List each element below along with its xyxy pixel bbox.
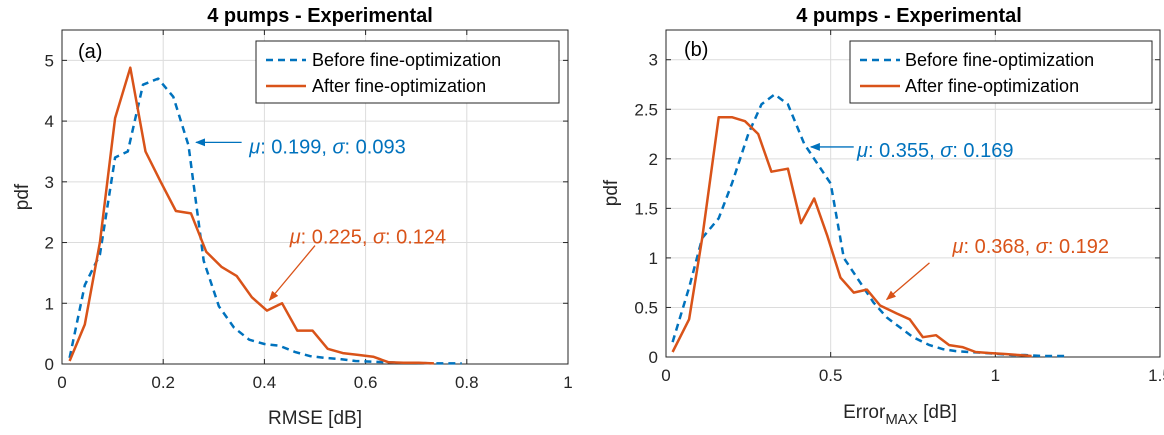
x-axis-label-main: Error bbox=[843, 402, 886, 423]
panel-label: (b) bbox=[684, 39, 708, 61]
legend: Before fine-optimization After fine-opti… bbox=[849, 40, 1153, 104]
panel-label: (a) bbox=[78, 41, 102, 63]
annotation-text: μ: 0.355, σ: 0.169 bbox=[856, 140, 1013, 162]
legend: Before fine-optimization After fine-opti… bbox=[255, 40, 560, 104]
chart-title: 4 pumps - Experimental bbox=[796, 5, 1022, 27]
annotation-text-part: μ bbox=[952, 236, 964, 258]
annotation-text-part: μ bbox=[248, 137, 260, 159]
x-tick-label: 0 bbox=[661, 366, 670, 385]
x-tick-label: 1 bbox=[991, 366, 1000, 385]
plot-frame bbox=[61, 29, 569, 365]
series-lines bbox=[68, 66, 462, 365]
y-tick-label: 0 bbox=[649, 348, 658, 367]
axis-ticks: 0 0.5 1 1.5 0 0.5 1 1.5 2 2.5 3 bbox=[634, 30, 1164, 385]
annotation-text-part: : 0.124 bbox=[385, 226, 446, 248]
series-line-after bbox=[671, 115, 1032, 358]
annotation-text-part: μ bbox=[289, 226, 301, 248]
y-axis-label: pdf bbox=[12, 183, 33, 210]
x-tick-label: 0.8 bbox=[455, 373, 479, 392]
legend-label-before: Before fine-optimization bbox=[905, 50, 1094, 70]
x-axis-label: RMSE [dB] bbox=[268, 408, 362, 429]
legend-label-after: After fine-optimization bbox=[312, 76, 486, 96]
x-tick-label: 1.5 bbox=[1148, 366, 1164, 385]
annotation-text-part: σ bbox=[940, 140, 953, 162]
annotation-text-part: σ bbox=[332, 137, 345, 159]
annotation-text-part: σ bbox=[373, 226, 386, 248]
y-tick-label: 2 bbox=[649, 150, 658, 169]
y-tick-label: 0.5 bbox=[634, 298, 658, 317]
series-line-before bbox=[68, 77, 462, 365]
annotation-text-part: : 0.355, bbox=[868, 140, 940, 162]
y-tick-label: 1 bbox=[45, 294, 54, 313]
annotation-text-part: : 0.192 bbox=[1048, 236, 1109, 258]
y-axis-label: pdf bbox=[601, 179, 622, 206]
x-axis-label-unit: [dB] bbox=[918, 402, 957, 423]
x-tick-label: 0.5 bbox=[819, 366, 843, 385]
legend-box bbox=[849, 40, 1153, 104]
y-tick-label: 3 bbox=[45, 173, 54, 192]
plot-frame bbox=[665, 29, 1161, 358]
series-line-before bbox=[671, 93, 1068, 358]
annotation-text: μ: 0.225, σ: 0.124 bbox=[289, 226, 446, 248]
annotation-text-part: : 0.225, bbox=[301, 226, 373, 248]
annotation-text-part: μ bbox=[856, 140, 868, 162]
y-tick-label: 1.5 bbox=[634, 199, 658, 218]
x-tick-label: 0.6 bbox=[354, 373, 378, 392]
y-tick-label: 2 bbox=[45, 234, 54, 253]
x-tick-label: 0.4 bbox=[253, 373, 277, 392]
x-tick-label: 0.2 bbox=[151, 373, 175, 392]
annotation-text-part: : 0.368, bbox=[963, 236, 1035, 258]
y-tick-label: 5 bbox=[45, 51, 54, 70]
y-tick-label: 2.5 bbox=[634, 100, 658, 119]
legend-label-after: After fine-optimization bbox=[905, 76, 1079, 96]
x-tick-label: 0 bbox=[57, 373, 66, 392]
annotation-arrow bbox=[268, 245, 316, 302]
y-tick-label: 4 bbox=[45, 112, 54, 131]
legend-label-before: Before fine-optimization bbox=[312, 50, 501, 70]
annotation-text: μ: 0.199, σ: 0.093 bbox=[248, 137, 405, 159]
annotation-text-part: σ bbox=[1036, 236, 1049, 258]
x-tick-label: 1 bbox=[563, 373, 572, 392]
annotation-text-part: : 0.093 bbox=[345, 137, 406, 159]
x-axis-label: ErrorMAX [dB] bbox=[843, 402, 957, 428]
y-tick-label: 0 bbox=[45, 355, 54, 374]
legend-box bbox=[255, 40, 560, 104]
chart-title: 4 pumps - Experimental bbox=[207, 5, 433, 27]
chart-panel-a: 4 pumps - Experimental 0 0.2 0.4 0.6 0.8 1 0 1 2… bbox=[12, 5, 573, 429]
annotation-arrow bbox=[885, 262, 930, 301]
chart-panel-b: 4 pumps - Experimental 0 0.5 1 1.5 0 0.5 1 1.5 2… bbox=[601, 5, 1164, 428]
annotation-text: μ: 0.368, σ: 0.192 bbox=[952, 236, 1109, 258]
series-lines bbox=[671, 93, 1068, 358]
annotation-text-part: : 0.199, bbox=[260, 137, 332, 159]
y-tick-label: 1 bbox=[649, 249, 658, 268]
axis-ticks: 0 0.2 0.4 0.6 0.8 1 0 1 2 3 4 5 bbox=[45, 30, 573, 392]
series-line-after bbox=[68, 66, 434, 365]
y-tick-label: 3 bbox=[649, 51, 658, 70]
annotation-text-part: : 0.169 bbox=[952, 140, 1013, 162]
x-axis-label-subscript: MAX bbox=[885, 411, 918, 428]
